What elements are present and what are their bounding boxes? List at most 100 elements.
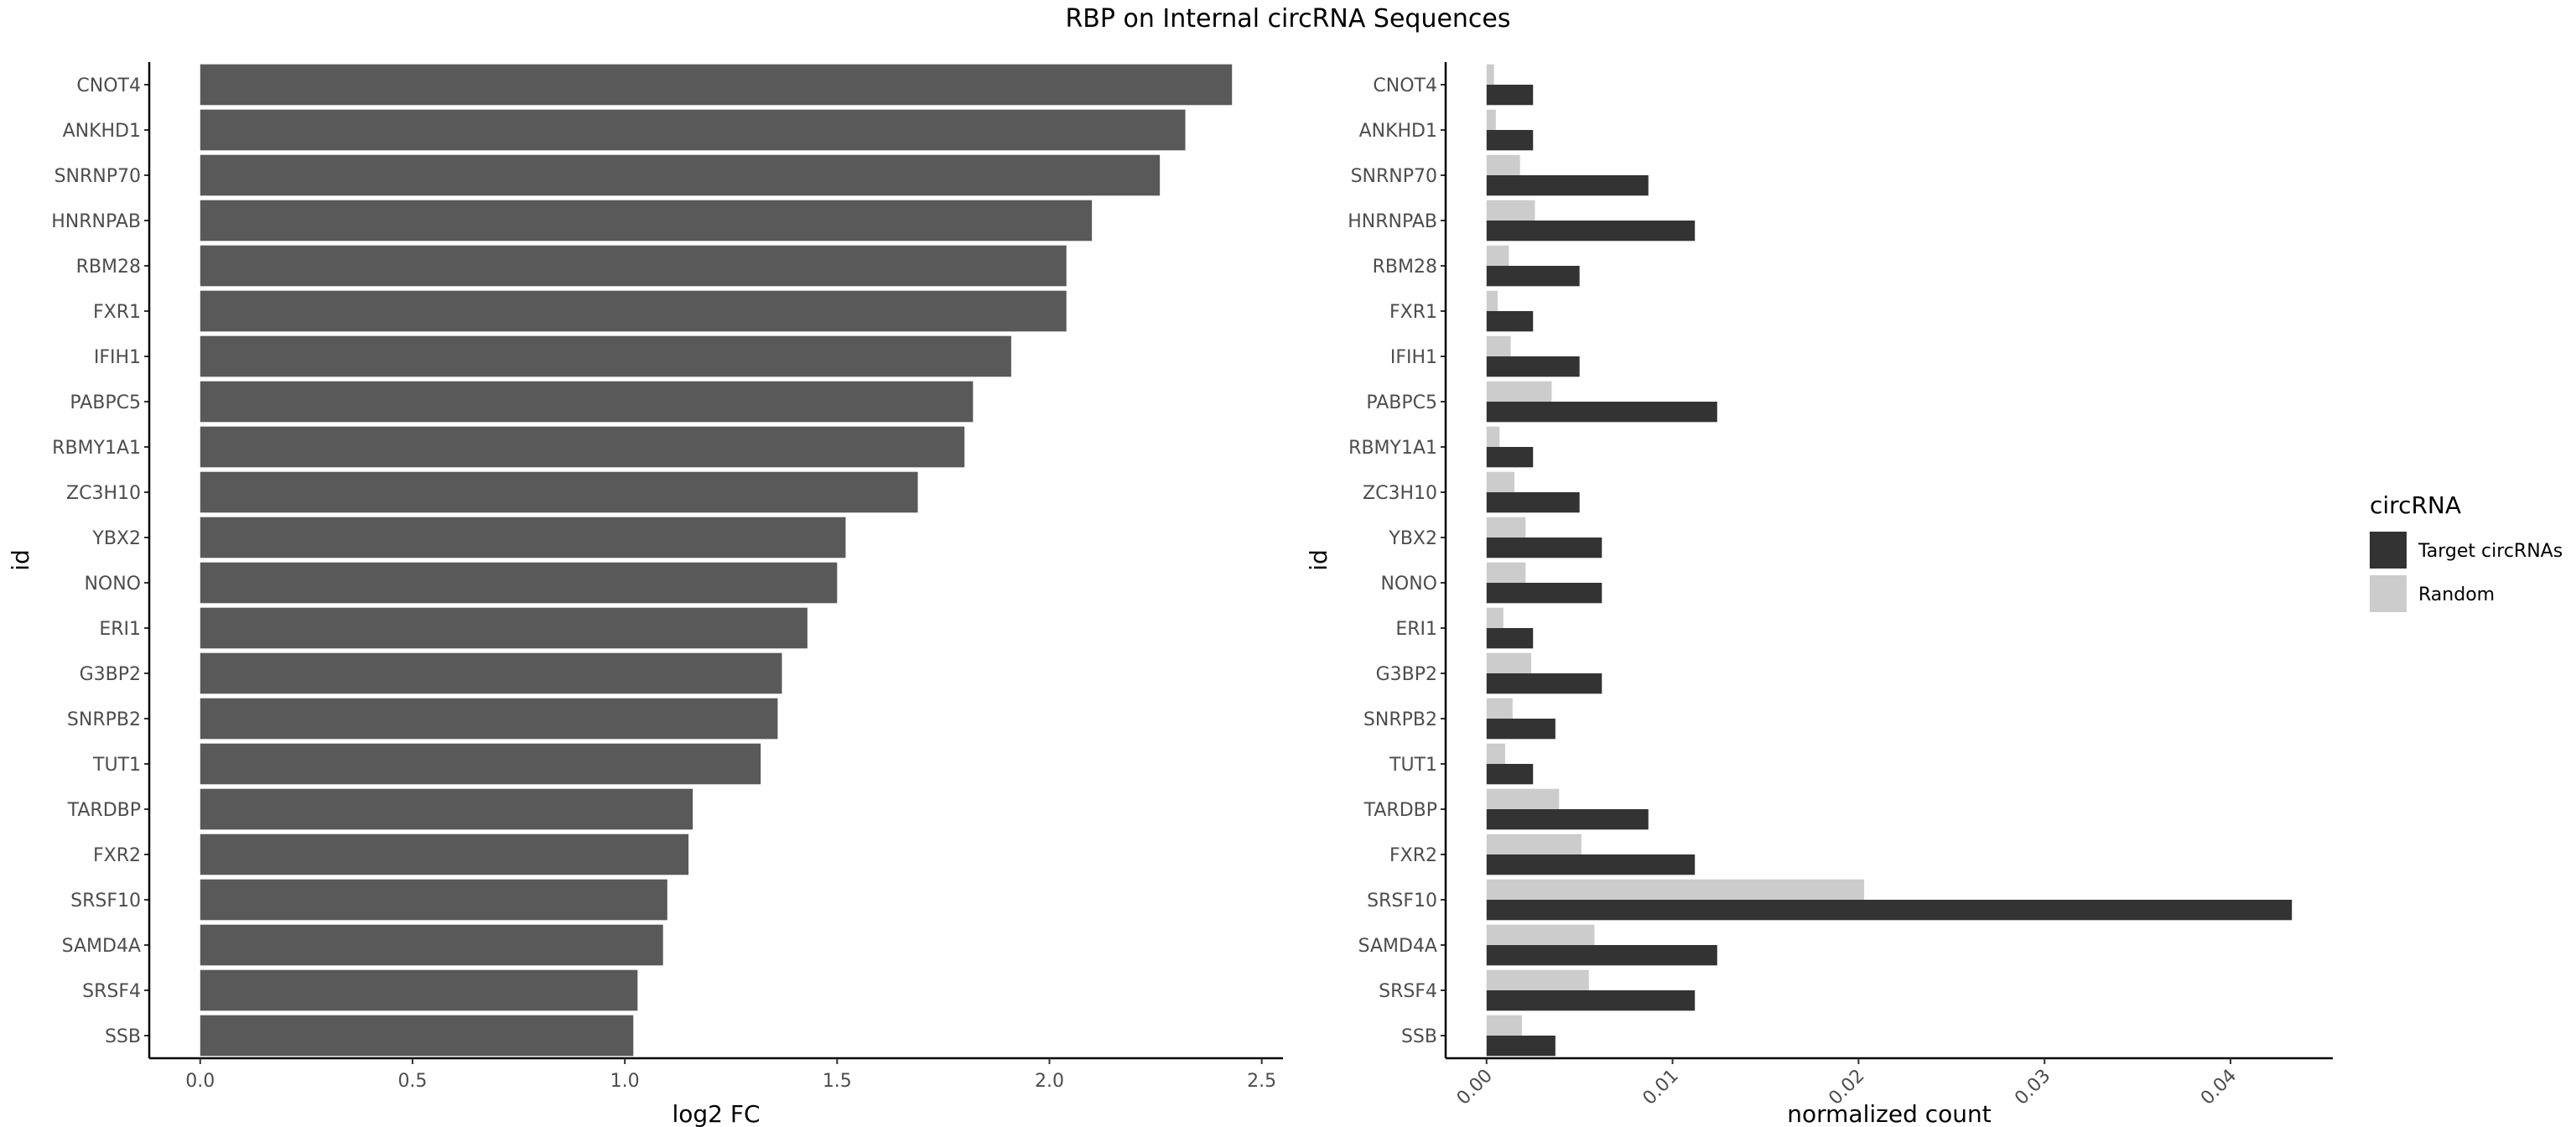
y-tick-label-ssb: SSB xyxy=(1401,1026,1437,1047)
y-tick-label-fxr1: FXR1 xyxy=(1389,302,1437,323)
bar-random-fxr2 xyxy=(1486,834,1581,854)
y-tick-label-srsf10: SRSF10 xyxy=(1367,891,1437,911)
bar-random-srsf10 xyxy=(1486,879,1865,900)
x-tick-label: 0.04 xyxy=(2197,1066,2241,1109)
y-tick-label-srsf10: SRSF10 xyxy=(70,891,141,911)
y-tick-label-g3bp2: G3BP2 xyxy=(80,664,141,685)
bar-random-ankhd1 xyxy=(1486,109,1496,130)
y-tick-label-pabpc5: PABPC5 xyxy=(70,392,141,413)
x-tick-label: 0.01 xyxy=(1639,1066,1683,1109)
bar-tardbp xyxy=(200,788,693,830)
bar-random-tut1 xyxy=(1486,743,1505,764)
y-tick-label-fxr2: FXR2 xyxy=(1389,845,1437,866)
y-tick-label-samd4a: SAMD4A xyxy=(62,936,141,957)
bar-target-srsf10 xyxy=(1486,900,2293,921)
bar-random-pabpc5 xyxy=(1486,381,1552,402)
bar-target-cnot4 xyxy=(1486,85,1534,106)
y-tick-label-snrpb2: SNRPB2 xyxy=(1363,709,1437,730)
bar-g3bp2 xyxy=(200,652,782,694)
bar-target-g3bp2 xyxy=(1486,673,1602,694)
bar-target-srsf4 xyxy=(1486,990,1696,1011)
bar-srsf4 xyxy=(200,969,638,1011)
legend-label-random: Random xyxy=(2418,584,2495,605)
x-axis-title: log2 FC xyxy=(672,1100,760,1127)
y-tick-label-ifih1: IFIH1 xyxy=(94,347,141,368)
y-tick-label-hnrnpab: HNRNPAB xyxy=(51,211,141,232)
y-tick-label-nono: NONO xyxy=(1380,574,1437,595)
bar-ssb xyxy=(200,1015,634,1057)
right-panel-normalized-count: CNOT4 ANKHD1 SNRNP70 HNRNPAB RBM28 FXR1 IFIH1 P… xyxy=(1305,62,2333,1127)
bar-target-ybx2 xyxy=(1486,538,1602,558)
bar-random-nono xyxy=(1486,562,1526,583)
bar-target-hnrnpab xyxy=(1486,221,1696,242)
y-tick-label-eri1: ERI1 xyxy=(1395,619,1437,640)
bar-target-rbm28 xyxy=(1486,266,1580,287)
bar-target-nono xyxy=(1486,583,1602,604)
y-tick-label-tut1: TUT1 xyxy=(92,755,141,776)
y-tick-label-rbm28: RBM28 xyxy=(76,257,141,278)
y-tick-label-samd4a: SAMD4A xyxy=(1358,936,1437,957)
x-tick-label: 1.5 xyxy=(823,1071,852,1092)
y-tick-label-ankhd1: ANKHD1 xyxy=(63,121,141,142)
y-tick-label-rbm28: RBM28 xyxy=(1373,257,1437,278)
bar-target-ifih1 xyxy=(1486,356,1580,377)
bar-target-snrnp70 xyxy=(1486,175,1649,196)
bar-target-tut1 xyxy=(1486,764,1534,785)
y-tick-label-eri1: ERI1 xyxy=(99,619,141,640)
bar-random-g3bp2 xyxy=(1486,652,1532,673)
bar-rbmy1a1 xyxy=(200,426,965,468)
x-tick-label: 0.5 xyxy=(397,1071,427,1092)
legend-swatch-target-circrnas xyxy=(2370,532,2407,569)
bar-target-zc3h10 xyxy=(1486,492,1580,513)
legend-swatch-random xyxy=(2370,575,2407,612)
y-tick-label-rbmy1a1: RBMY1A1 xyxy=(52,438,141,459)
y-tick-label-snrnp70: SNRNP70 xyxy=(55,166,141,187)
x-axis-title: normalized count xyxy=(1787,1100,1992,1127)
y-tick-label-cnot4: CNOT4 xyxy=(1373,75,1437,96)
bar-target-ssb xyxy=(1486,1036,1555,1057)
y-tick-label-g3bp2: G3BP2 xyxy=(1376,664,1437,685)
x-tick-label: 0.03 xyxy=(2011,1066,2054,1109)
bar-random-ybx2 xyxy=(1486,517,1526,538)
bar-random-snrpb2 xyxy=(1486,698,1513,719)
chart-title: RBP on Internal circRNA Sequences xyxy=(1065,4,1510,34)
bar-random-rbm28 xyxy=(1486,245,1509,266)
y-tick-label-zc3h10: ZC3H10 xyxy=(1363,483,1437,504)
y-tick-label-nono: NONO xyxy=(84,574,141,595)
bar-srsf10 xyxy=(200,879,667,921)
bar-target-rbmy1a1 xyxy=(1486,447,1534,468)
y-tick-label-srsf4: SRSF4 xyxy=(1379,981,1437,1002)
y-tick-label-ybx2: YBX2 xyxy=(1388,528,1437,549)
bar-random-eri1 xyxy=(1486,607,1504,628)
bar-random-ssb xyxy=(1486,1015,1522,1036)
bar-snrnp70 xyxy=(200,154,1161,196)
bar-random-srsf4 xyxy=(1486,969,1589,990)
y-tick-label-fxr2: FXR2 xyxy=(93,845,141,866)
bar-fxr1 xyxy=(200,290,1067,332)
bar-random-zc3h10 xyxy=(1486,471,1515,492)
legend-label-target-circrnas: Target circRNAs xyxy=(2418,541,2563,562)
bar-pabpc5 xyxy=(200,381,974,423)
bar-target-tardbp xyxy=(1486,809,1649,830)
y-tick-label-zc3h10: ZC3H10 xyxy=(66,483,141,504)
bar-random-snrnp70 xyxy=(1486,154,1520,175)
y-axis-title: id xyxy=(7,549,34,571)
y-tick-label-ifih1: IFIH1 xyxy=(1390,347,1437,368)
x-tick-label: 2.5 xyxy=(1247,1071,1276,1092)
bar-random-rbmy1a1 xyxy=(1486,426,1500,447)
bar-random-fxr1 xyxy=(1486,290,1498,311)
y-tick-label-tut1: TUT1 xyxy=(1389,755,1437,776)
bar-target-fxr1 xyxy=(1486,311,1534,332)
bar-target-samd4a xyxy=(1486,945,1717,966)
bar-target-eri1 xyxy=(1486,628,1534,649)
bar-tut1 xyxy=(200,743,761,785)
bar-zc3h10 xyxy=(200,471,918,513)
y-tick-label-snrpb2: SNRPB2 xyxy=(67,709,141,730)
bar-random-hnrnpab xyxy=(1486,200,1535,221)
y-tick-label-hnrnpab: HNRNPAB xyxy=(1348,211,1437,232)
bar-random-cnot4 xyxy=(1486,64,1494,85)
y-tick-label-tardbp: TARDBP xyxy=(67,800,141,821)
bar-hnrnpab xyxy=(200,200,1093,242)
y-tick-label-ankhd1: ANKHD1 xyxy=(1359,121,1437,142)
bar-target-snrpb2 xyxy=(1486,719,1555,740)
